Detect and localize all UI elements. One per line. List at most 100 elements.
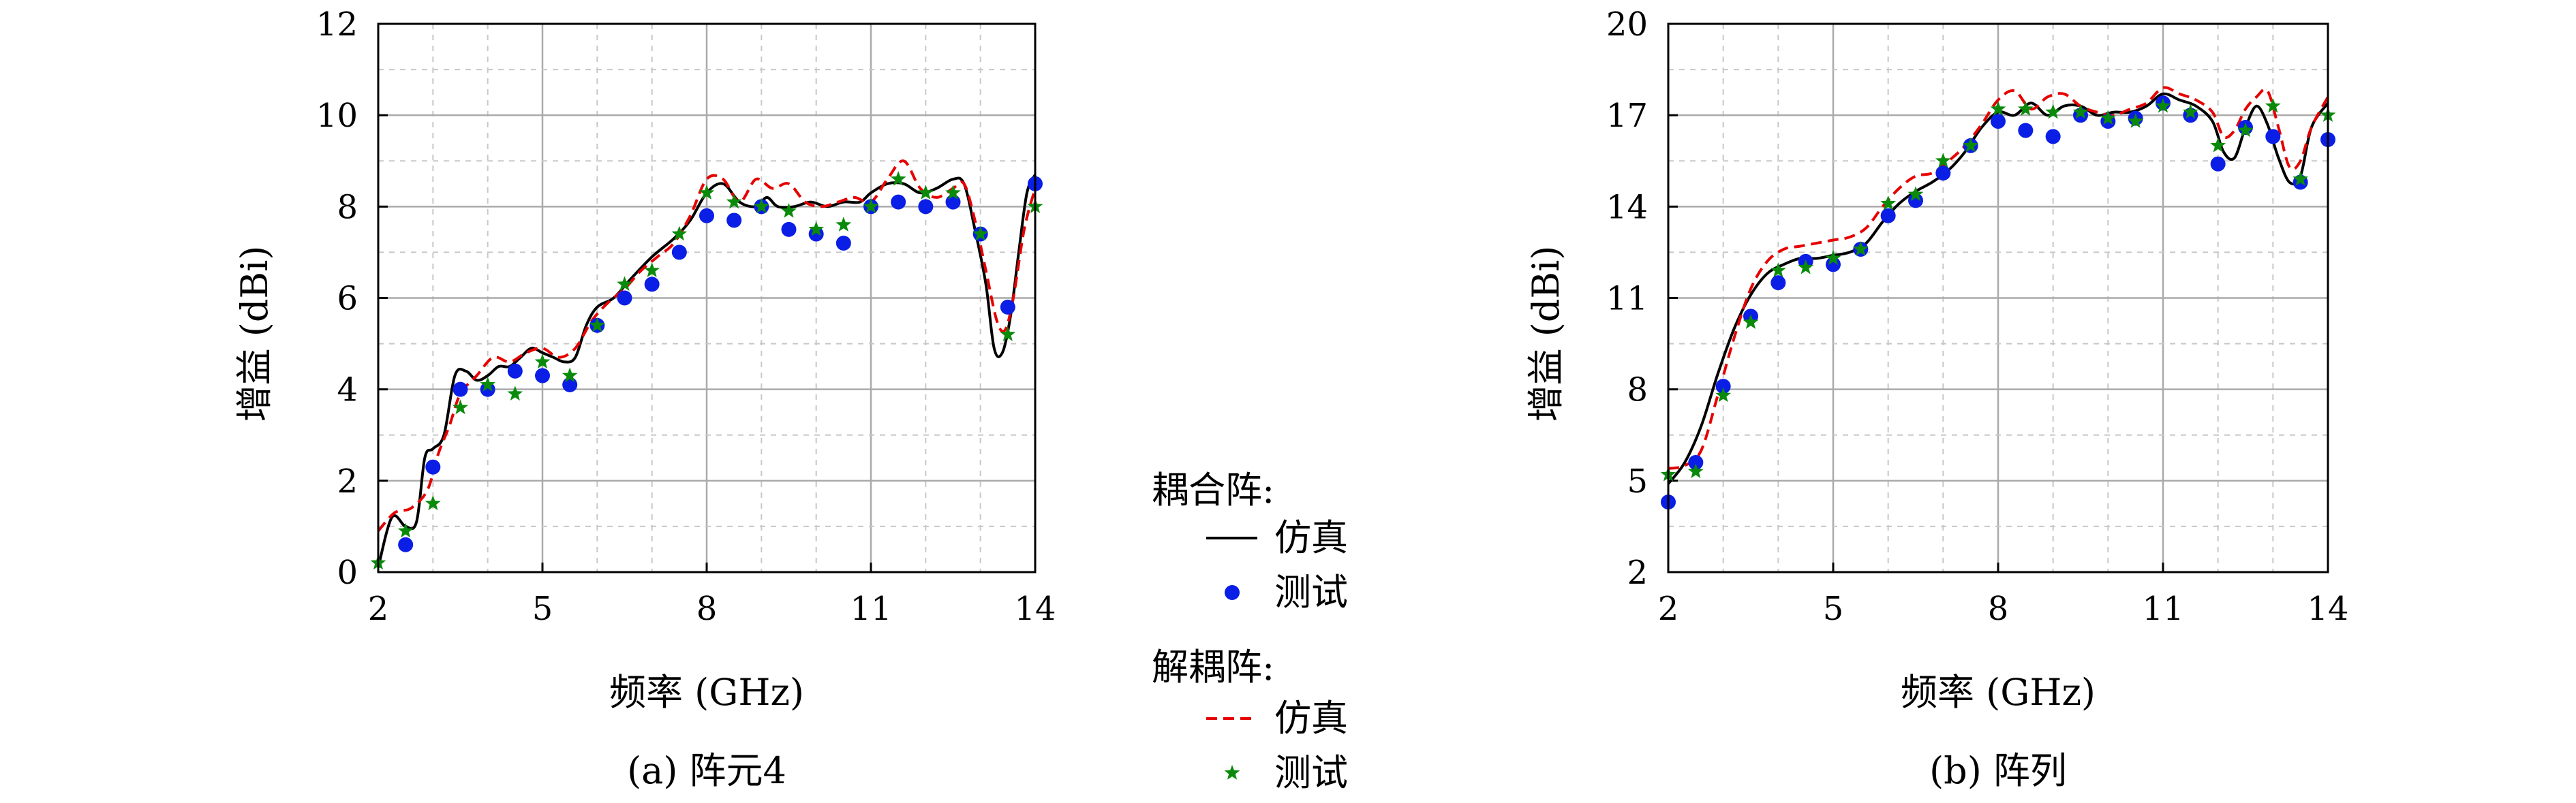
chart-panel-a: 增益 (dBi) 频率 (GHz) (a) 阵元4 2 5 8 11 140246810… [233,5,1056,792]
coupled-meas-point [1935,166,1951,181]
decoupled-meas-point [2293,171,2309,186]
y-axis-label-b: 增益 (dBi) [1524,246,1567,422]
decoupled-meas-point [1798,259,1814,274]
coupled-meas-point [644,277,660,292]
decoupled-meas-point [2155,97,2171,113]
coupled-meas-point [453,381,468,397]
decoupled-meas-point [644,262,660,277]
coupled-meas-point [425,459,441,475]
decoupled-meas-point [1935,153,1951,168]
caption-b: (b) 阵列 [1929,749,2067,792]
decoupled-meas-point [671,225,688,241]
decoupled-meas-point [2210,137,2226,153]
coupled-meas-point [1770,275,1786,291]
coupled-meas-point [2265,129,2281,144]
coupled-meas-point [1715,379,1731,394]
decoupled-meas-point [1825,250,1841,266]
coupled-meas-point [480,381,495,397]
plot-area-a [370,159,1043,570]
decoupled-meas-point [808,221,825,236]
coupled-meas-point [1908,193,1923,208]
legend-decoupled-header: 解耦阵: [1152,646,1274,689]
legend-decoupled-meas-swatch [1224,765,1240,780]
decoupled-meas-point [2045,104,2061,119]
legend-coupled-header: 耦合阵: [1152,469,1274,511]
legend-coupled-meas-swatch [1225,585,1240,600]
coupled-meas-point [1000,299,1015,315]
decoupled-meas-point [781,203,797,218]
decoupled-meas-point [917,185,934,200]
coupled-meas-point [945,194,961,210]
y-tick-label: 20 [1606,5,1648,44]
x-axis-label-b: 频率 (GHz) [1901,671,2096,714]
legend-coupled-meas-label: 测试 [1274,571,1348,614]
coupled-meas-point [699,208,714,223]
y-tick-label: 4 [337,371,358,409]
x-tick-label: 14 [2307,590,2348,628]
decoupled-meas-point [726,193,742,209]
y-tick-label: 10 [316,97,358,135]
axes-b: 2 5 8 11 14 2 5 8 11 14 17 20 [1606,5,2349,628]
decoupled-meas-point [480,377,496,392]
decoupled-meas-point [1770,262,1786,277]
decoupled-meas-point [2128,113,2144,128]
series-decoupled-sim-line [1668,86,2329,470]
x-tick-label: 5 [1823,590,1844,628]
decoupled-meas-point [425,495,441,511]
x-axis-label-a: 频率 (GHz) [609,671,804,714]
decoupled-meas-point [1743,314,1759,329]
decoupled-meas-point [507,385,523,401]
x-tick-label: 8 [1988,590,2009,628]
legend-decoupled-sim-label: 仿真 [1274,697,1348,740]
y-tick-label: 14 [1606,188,1648,226]
coupled-meas-point [891,194,906,210]
coupled-meas-point [617,290,632,306]
decoupled-meas-point [890,171,906,186]
y-tick-label: 8 [337,188,358,226]
plot-area-b [1660,86,2336,510]
decoupled-meas-point [1907,186,1924,202]
decoupled-meas-point [2100,110,2116,125]
decoupled-meas-point [972,225,989,241]
x-tick-label: 2 [1658,590,1679,628]
x-tick-label: 11 [850,590,891,628]
decoupled-meas-point [1990,101,2006,116]
decoupled-meas-point [1880,195,1897,210]
coupled-meas-point [1688,455,1704,470]
coupled-meas-point [726,212,742,228]
plot-frame-a [377,22,1037,573]
y-tick-label: 17 [1606,97,1648,135]
decoupled-meas-point [617,276,632,292]
grid-a [378,24,1035,572]
decoupled-meas-point [453,399,468,415]
legend: 耦合阵: 仿真 测试 解耦阵: 仿真 测试 [1152,469,1348,794]
decoupled-meas-point [2072,104,2089,119]
decoupled-meas-point [397,522,414,538]
y-tick-label: 2 [337,462,358,501]
coupled-meas-point [1991,114,2006,129]
x-tick-label: 14 [1014,590,1056,628]
decoupled-meas-point [534,353,551,369]
coupled-meas-point [1826,257,1841,272]
coupled-meas-point [398,537,414,552]
decoupled-meas-point [753,198,769,213]
decoupled-meas-point [2237,122,2254,138]
coupled-meas-point [535,368,550,383]
decoupled-meas-point [1687,463,1704,479]
coupled-meas-point [835,236,851,251]
x-tick-label: 5 [532,590,553,628]
decoupled-meas-point [589,317,605,332]
x-tick-label: 2 [368,590,389,628]
decoupled-meas-point [1852,240,1869,256]
series-decoupled-sim-line [377,159,1037,532]
plot-frame-b [1667,22,2329,573]
y-tick-label: 12 [316,5,358,44]
coupled-meas-point [918,199,934,215]
coupled-meas-point [2045,129,2061,144]
x-tick-label: 8 [696,590,718,628]
decoupled-meas-point [945,185,961,200]
caption-a: (a) 阵元4 [627,749,786,792]
y-tick-label: 8 [1627,371,1648,409]
y-tick-label: 0 [337,554,358,592]
